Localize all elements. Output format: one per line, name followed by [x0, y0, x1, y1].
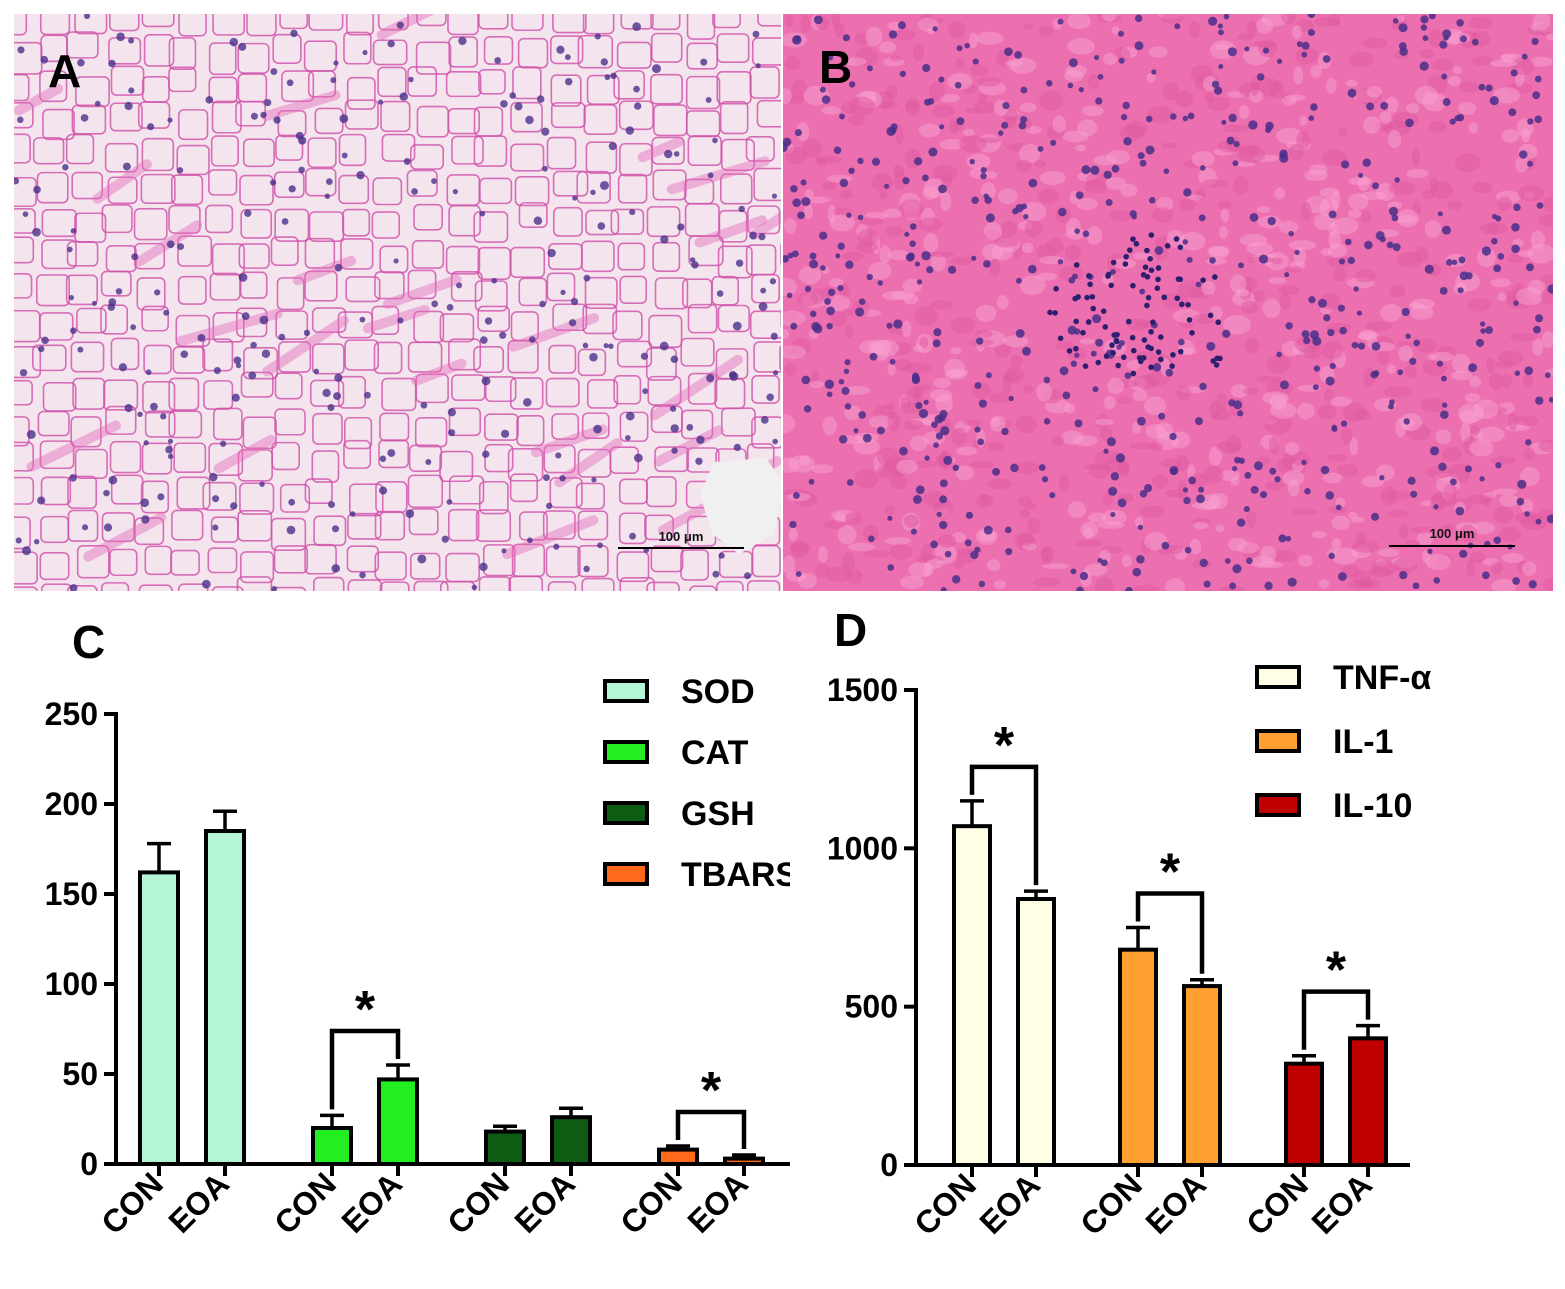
legend-swatch-sod — [603, 679, 649, 703]
histology-image-a: 100 μm A — [14, 14, 781, 591]
stroma-streaks — [14, 14, 781, 562]
legend-swatch-il-10 — [1255, 793, 1301, 817]
bar-tbarss-eoa — [723, 1156, 765, 1166]
significance-star: * — [1160, 844, 1181, 902]
significance-bracket — [1301, 989, 1371, 1050]
legend-label-gsh: GSH — [681, 795, 755, 833]
x-tick-label: CON — [94, 1165, 170, 1241]
cytoplasm-texture — [783, 14, 1553, 591]
y-tick-label: 200 — [45, 786, 98, 822]
x-tick-label: EOA — [680, 1165, 754, 1239]
legend-label-cat: CAT — [681, 734, 749, 772]
y-tick-label: 150 — [45, 876, 98, 912]
cytokine-bar-chart: D 050010001500CONEOA*CONEOA*CONEOA*TNF-α… — [827, 604, 1432, 1242]
bar-sod-con — [138, 870, 180, 1166]
significance-bracket — [675, 1109, 747, 1149]
x-tick-label: CON — [613, 1165, 689, 1241]
bar-gsh-eoa — [550, 1115, 592, 1167]
significance-star: * — [1326, 942, 1347, 1000]
scale-bar-label: 100 μm — [1430, 526, 1475, 541]
y-tick-label: 1000 — [827, 830, 898, 866]
y-tick-label: 250 — [45, 696, 98, 732]
panel-label-b: B — [819, 41, 853, 93]
scale-bar-label: 100 μm — [659, 529, 704, 544]
legend-label-tnf-α: TNF-α — [1333, 659, 1431, 697]
legend-label-il-1: IL-1 — [1333, 723, 1393, 761]
x-tick-label: EOA — [334, 1165, 408, 1239]
bar-il-10-con — [1284, 1061, 1324, 1167]
legend-swatch-il-1 — [1255, 729, 1301, 753]
legend-label-il-10: IL-10 — [1333, 787, 1412, 825]
x-tick-label: CON — [267, 1165, 343, 1241]
histology-texture-b: 100 μm — [783, 14, 1553, 591]
x-tick-label: CON — [1073, 1166, 1149, 1242]
bar-cat-eoa — [377, 1077, 419, 1166]
bar-tnf-α-eoa — [1016, 897, 1056, 1167]
bar-tbarss-con — [657, 1147, 699, 1166]
legend-swatch-tbarss — [603, 862, 649, 886]
panel-label-a: A — [48, 45, 82, 97]
panel-label-d: D — [834, 604, 867, 656]
y-tick-label: 50 — [62, 1056, 98, 1092]
x-tick-label: EOA — [1138, 1166, 1212, 1240]
x-tick-label: CON — [907, 1166, 983, 1242]
x-tick-label: EOA — [161, 1165, 235, 1239]
bar-gsh-con — [484, 1129, 526, 1166]
legend-swatch-tnf-α — [1255, 665, 1301, 689]
legend-swatch-gsh — [603, 801, 649, 825]
histology-image-b: 100 μm B — [783, 14, 1553, 591]
x-tick-label: EOA — [972, 1166, 1046, 1240]
y-tick-label: 1500 — [827, 672, 898, 708]
vessel-lumen — [700, 458, 781, 554]
inflammatory-infiltrate — [1047, 232, 1223, 377]
bar-il-1-eoa — [1182, 984, 1222, 1168]
x-tick-label: EOA — [507, 1165, 581, 1239]
bar-il-10-eoa — [1348, 1036, 1388, 1168]
panel-label-c: C — [72, 616, 105, 668]
significance-bracket — [969, 764, 1039, 886]
significance-bracket — [1135, 891, 1205, 974]
y-tick-label: 0 — [880, 1147, 898, 1183]
significance-star: * — [355, 981, 376, 1039]
nuclei — [14, 14, 779, 591]
legend-label-sod: SOD — [681, 673, 755, 711]
x-tick-label: CON — [440, 1165, 516, 1241]
legend-swatch-cat — [603, 740, 649, 764]
nuclei — [783, 14, 1553, 591]
histology-texture-a: 100 μm — [14, 14, 781, 591]
bar-cat-con — [311, 1126, 353, 1166]
bar-il-1-con — [1118, 947, 1158, 1167]
bar-sod-eoa — [204, 829, 246, 1166]
bar-tnf-α-con — [952, 824, 992, 1168]
x-tick-label: CON — [1239, 1166, 1315, 1242]
x-tick-label: EOA — [1304, 1166, 1378, 1240]
y-tick-label: 500 — [845, 989, 898, 1025]
y-tick-label: 100 — [45, 966, 98, 1002]
significance-star: * — [994, 717, 1015, 775]
significance-star: * — [701, 1062, 722, 1120]
significance-bracket — [329, 1028, 401, 1110]
y-tick-label: 0 — [80, 1146, 98, 1182]
legend-label-tbarss: TBARSs — [681, 856, 790, 894]
